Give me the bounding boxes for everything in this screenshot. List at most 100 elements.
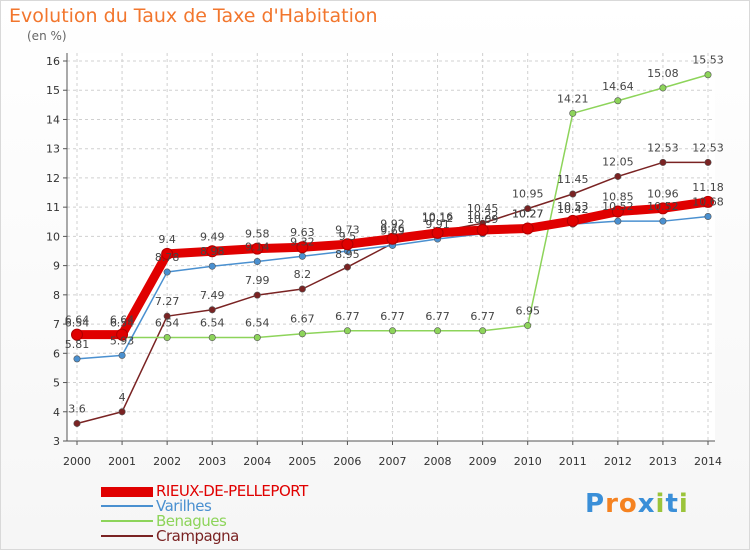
data-point — [386, 232, 399, 245]
x-tick-label: 2001 — [108, 455, 136, 468]
data-label: 10.53 — [557, 200, 589, 213]
legend-item-varilhes[interactable]: Varilhes — [101, 499, 321, 514]
data-point — [656, 202, 669, 215]
data-label: 15.08 — [647, 67, 679, 80]
data-label: 10.85 — [602, 191, 634, 204]
logo-letter: x — [637, 489, 656, 519]
data-label: 9.91 — [425, 218, 450, 231]
data-label: 5.81 — [65, 338, 90, 351]
data-point — [253, 258, 261, 266]
data-point — [71, 328, 83, 341]
data-label: 10.27 — [512, 207, 544, 220]
legend-item-rieux[interactable]: RIEUX-DE-PELLEPORT — [101, 484, 321, 499]
data-point — [341, 238, 354, 251]
data-label: 6.77 — [335, 310, 360, 323]
data-label: 12.53 — [647, 141, 679, 154]
y-tick-label: 15 — [46, 84, 60, 97]
legend-label-crampagna: Crampagna — [156, 527, 239, 545]
data-label: 7.27 — [155, 295, 180, 308]
logo-letter: P — [585, 489, 606, 519]
data-label: 9.73 — [335, 223, 360, 236]
data-label: 6.54 — [110, 317, 135, 330]
y-tick-label: 11 — [46, 201, 60, 214]
data-label: 10.22 — [467, 209, 499, 222]
data-label: 6.77 — [380, 310, 405, 323]
data-label: 15.53 — [692, 54, 724, 67]
y-tick-label: 3 — [53, 435, 60, 448]
data-label: 10.27 — [512, 207, 544, 220]
data-point — [524, 322, 532, 330]
x-tick-label: 2006 — [333, 455, 361, 468]
data-label: 9.14 — [245, 241, 270, 254]
data-point — [251, 242, 264, 255]
y-tick-label: 13 — [46, 143, 60, 156]
data-point — [479, 327, 487, 335]
data-label: 10.52 — [602, 200, 634, 213]
data-point — [206, 245, 219, 258]
data-point — [614, 217, 622, 225]
data-point — [118, 351, 126, 359]
data-label: 6.54 — [65, 317, 90, 330]
x-tick-label: 2014 — [694, 455, 722, 468]
data-point — [73, 355, 81, 363]
x-tick-label: 2009 — [469, 455, 497, 468]
data-label: 14.64 — [602, 80, 634, 93]
data-label: 8.98 — [200, 245, 225, 258]
logo-letter: i — [678, 489, 689, 519]
data-label: 9.32 — [290, 235, 315, 248]
y-tick-label: 10 — [46, 230, 60, 243]
y-tick-label: 6 — [53, 347, 60, 360]
data-point — [611, 205, 624, 218]
legend-item-crampagna[interactable]: Crampagna — [101, 529, 321, 544]
data-label: 9.58 — [245, 228, 270, 241]
x-tick-label: 2012 — [604, 455, 632, 468]
legend-swatch-crampagna — [101, 535, 153, 537]
data-label: 6.54 — [155, 317, 180, 330]
data-point — [614, 172, 622, 180]
data-label: 12.05 — [602, 155, 634, 168]
data-label: 9.5 — [339, 230, 357, 243]
logo-letter: t — [665, 489, 679, 519]
data-point — [388, 327, 396, 335]
data-point — [208, 262, 216, 270]
data-point — [702, 195, 714, 208]
data-label: 10.68 — [692, 196, 724, 209]
x-tick-label: 2000 — [63, 455, 91, 468]
y-tick-label: 7 — [53, 318, 60, 331]
data-label: 9.49 — [200, 230, 225, 243]
data-point — [434, 327, 442, 335]
data-point — [163, 334, 171, 342]
data-label: 6.67 — [290, 313, 315, 326]
legend-item-benagues[interactable]: Benagues — [101, 514, 321, 529]
legend-label-rieux: RIEUX-DE-PELLEPORT — [156, 482, 308, 500]
data-label: 11.45 — [557, 173, 589, 186]
data-label: 7.99 — [245, 274, 270, 287]
data-label: 5.93 — [110, 334, 135, 347]
data-point — [704, 158, 712, 166]
data-label: 10.16 — [422, 211, 454, 224]
data-point — [659, 217, 667, 225]
data-point — [569, 109, 577, 117]
data-label: 10.42 — [557, 203, 589, 216]
y-tick-label: 8 — [53, 289, 60, 302]
chart-title: Evolution du Taux de Taxe d'Habitation — [9, 5, 378, 27]
data-label: 9.76 — [380, 222, 405, 235]
data-point — [343, 327, 351, 335]
data-point — [476, 223, 489, 236]
data-point — [118, 408, 126, 416]
data-label: 9.92 — [380, 218, 405, 231]
data-label: 6.64 — [110, 314, 135, 327]
logo-letter: i — [655, 489, 666, 519]
data-point — [163, 312, 171, 320]
x-tick-label: 2008 — [424, 455, 452, 468]
y-tick-label: 14 — [46, 113, 60, 126]
data-label: 8.2 — [294, 268, 312, 281]
data-point — [704, 71, 712, 79]
data-point — [343, 263, 351, 271]
x-tick-label: 2002 — [153, 455, 181, 468]
y-tick-label: 9 — [53, 260, 60, 273]
data-point — [161, 247, 174, 260]
data-label: 10.12 — [422, 212, 454, 225]
x-tick-label: 2003 — [198, 455, 226, 468]
